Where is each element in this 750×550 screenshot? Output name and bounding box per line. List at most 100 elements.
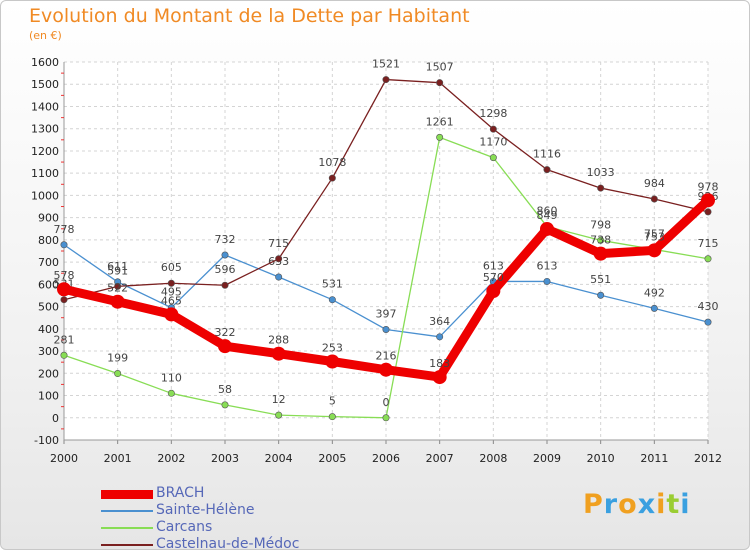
- data-point: [650, 304, 658, 312]
- data-point: [325, 354, 340, 369]
- data-label: 1298: [479, 107, 507, 120]
- data-label: 757: [644, 227, 665, 240]
- data-label: 1116: [533, 148, 561, 161]
- x-tick-label: 2006: [372, 452, 400, 465]
- legend-swatch: [101, 527, 153, 529]
- data-label: 495: [161, 286, 182, 299]
- y-tick-label: 1500: [31, 78, 59, 91]
- data-point: [328, 174, 336, 182]
- y-tick-label: 500: [38, 301, 59, 314]
- y-tick-label: 100: [38, 390, 59, 403]
- data-point: [704, 208, 712, 216]
- data-point: [114, 282, 122, 290]
- data-label: 732: [215, 233, 236, 246]
- x-tick-label: 2012: [694, 452, 722, 465]
- data-label: 110: [161, 371, 182, 384]
- data-label: 492: [644, 286, 665, 299]
- data-point: [650, 195, 658, 203]
- data-point: [704, 255, 712, 263]
- x-tick-label: 2004: [265, 452, 293, 465]
- data-label: 605: [161, 261, 182, 274]
- x-tick-label: 2005: [318, 452, 346, 465]
- data-point: [436, 333, 444, 341]
- data-point: [597, 184, 605, 192]
- data-point: [114, 370, 122, 378]
- y-tick-label: 1400: [31, 100, 59, 113]
- chart-subtitle: (en €): [29, 29, 62, 42]
- data-label: 596: [215, 263, 236, 276]
- y-tick-label: 1100: [31, 167, 59, 180]
- data-label: 570: [483, 271, 504, 284]
- data-point: [167, 279, 175, 287]
- logo-letter: o: [618, 489, 638, 520]
- y-tick-label: 600: [38, 278, 59, 291]
- data-label: 978: [698, 180, 719, 193]
- data-point: [275, 255, 283, 263]
- data-label: 58: [218, 383, 232, 396]
- data-label: 1078: [318, 156, 346, 169]
- data-point: [597, 236, 605, 244]
- y-tick-label: 1600: [31, 56, 59, 69]
- y-tick-label: 200: [38, 367, 59, 380]
- data-label: 364: [429, 315, 450, 328]
- data-label: 183: [429, 357, 450, 370]
- data-point: [704, 318, 712, 326]
- data-point: [328, 296, 336, 304]
- logo-letter: x: [637, 489, 657, 520]
- y-tick-label: 1000: [31, 189, 59, 202]
- data-label: 798: [590, 218, 611, 231]
- x-tick-label: 2007: [426, 452, 454, 465]
- chart-title: Evolution du Montant de la Dette par Hab…: [29, 5, 470, 27]
- data-point: [486, 284, 501, 299]
- legend-swatch: [101, 510, 153, 512]
- data-label: 753: [644, 230, 665, 243]
- legend-label: Sainte-Hélène: [156, 502, 255, 518]
- data-label: 611: [107, 260, 128, 273]
- logo-letter: i: [680, 489, 691, 520]
- data-point: [60, 241, 68, 249]
- data-point: [540, 221, 554, 236]
- x-tick-label: 2001: [104, 452, 132, 465]
- data-point: [275, 273, 283, 281]
- legend-label: Carcans: [156, 519, 213, 535]
- data-point: [379, 362, 393, 377]
- data-point: [647, 243, 662, 258]
- data-label: 12: [272, 393, 286, 406]
- data-label: 715: [698, 237, 719, 250]
- y-tick-label: 300: [38, 345, 59, 358]
- data-point: [221, 401, 229, 409]
- data-point: [489, 125, 497, 133]
- data-point: [167, 389, 175, 397]
- data-point: [543, 277, 551, 285]
- x-tick-label: 2009: [533, 452, 561, 465]
- x-tick-label: 2011: [640, 452, 668, 465]
- data-label: 0: [383, 396, 390, 409]
- y-tick-label: 900: [38, 212, 59, 225]
- data-point: [60, 351, 68, 359]
- data-label: 578: [54, 269, 75, 282]
- logo-letter: r: [603, 489, 619, 520]
- legend-swatch: [101, 544, 153, 546]
- legend-swatch: [101, 489, 153, 499]
- data-label: 253: [322, 342, 343, 355]
- data-label: 531: [322, 278, 343, 291]
- data-label: 288: [268, 334, 289, 347]
- data-label: 613: [483, 259, 504, 272]
- data-point: [275, 411, 283, 419]
- data-label: 199: [107, 352, 128, 365]
- data-label: 591: [107, 264, 128, 277]
- data-point: [432, 370, 447, 385]
- data-label: 430: [698, 300, 719, 313]
- data-point: [218, 339, 232, 354]
- data-label: 465: [161, 294, 182, 307]
- x-tick-label: 2003: [211, 452, 239, 465]
- x-tick-label: 2008: [479, 452, 507, 465]
- y-tick-label: 700: [38, 256, 59, 269]
- data-point: [593, 246, 608, 261]
- data-point: [60, 296, 68, 304]
- data-label: 1261: [426, 115, 454, 128]
- data-point: [57, 282, 71, 297]
- y-tick-label: 0: [52, 412, 59, 425]
- y-tick-label: 400: [38, 323, 59, 336]
